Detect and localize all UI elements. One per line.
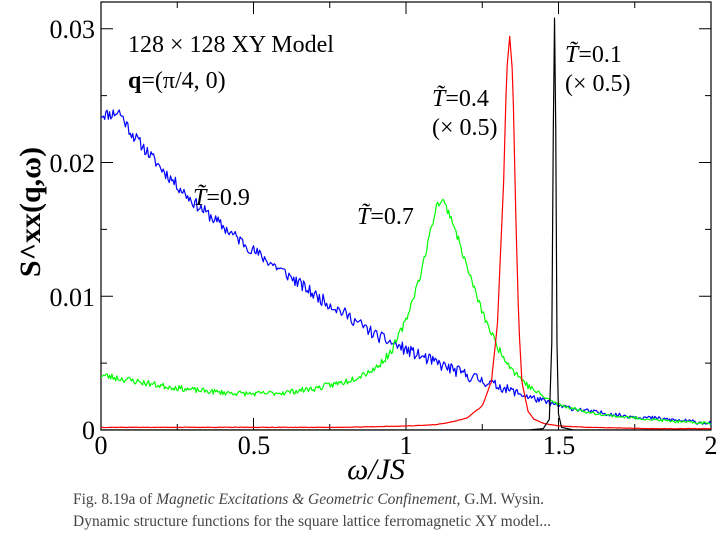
series-curves bbox=[101, 17, 712, 430]
series-label-t01: T̃=0.1 bbox=[565, 41, 622, 68]
x-tick-label: 0.5 bbox=[238, 431, 271, 460]
x-tick-label: 0 bbox=[95, 431, 108, 460]
book-title: Magnetic Excitations & Geometric Confine… bbox=[156, 491, 461, 508]
axis-ticks bbox=[100, 2, 712, 431]
series-line-2 bbox=[101, 35, 712, 430]
y-axis-title: S^xx(q,ω) bbox=[14, 147, 47, 277]
figure-caption-line2: Dynamic structure functions for the squa… bbox=[73, 513, 552, 530]
y-tick-label: 0.02 bbox=[50, 149, 96, 178]
series-scale-t04: (× 0.5) bbox=[432, 115, 498, 141]
x-tick-label: 2 bbox=[705, 431, 718, 460]
x-axis-title: ω/JS bbox=[347, 453, 405, 486]
x-tick-label: 1 bbox=[400, 431, 413, 460]
series-line-0 bbox=[101, 109, 712, 426]
q-vector-annotation: q=(π/4, 0) bbox=[128, 68, 226, 94]
y-tick-label: 0.03 bbox=[50, 15, 96, 44]
series-label-t07: T̃=0.7 bbox=[357, 203, 414, 230]
series-label-t04: T̃=0.4 bbox=[432, 85, 489, 112]
figure-caption-line1: Fig. 8.19a of Magnetic Excitations & Geo… bbox=[73, 491, 545, 508]
y-tick-label: 0 bbox=[82, 416, 95, 445]
series-scale-t01: (× 0.5) bbox=[565, 71, 631, 97]
series-line-1 bbox=[101, 198, 712, 425]
model-annotation: 128 × 128 XY Model bbox=[128, 32, 334, 58]
q-value: =(π/4, 0) bbox=[141, 68, 225, 94]
series-label-t09: T̃=0.9 bbox=[193, 184, 250, 211]
q-symbol: q bbox=[128, 68, 142, 94]
x-tick-label: 1.5 bbox=[543, 431, 576, 460]
y-tick-label: 0.01 bbox=[50, 283, 96, 312]
